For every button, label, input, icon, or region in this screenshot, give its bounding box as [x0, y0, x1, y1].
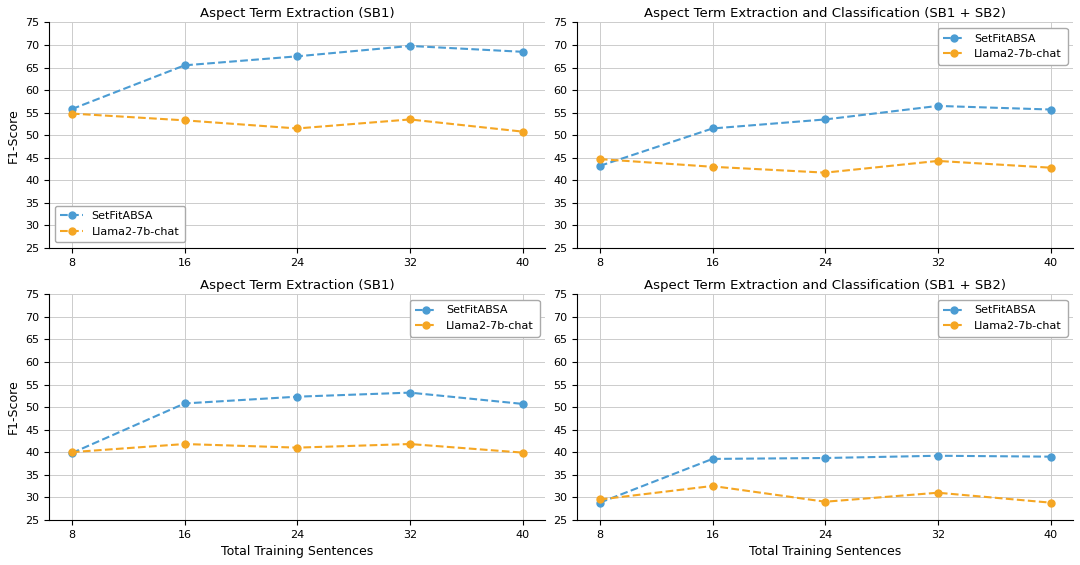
Llama2-7b-chat	[516, 128, 529, 135]
SetFitABSA	[178, 62, 191, 69]
Title: Aspect Term Extraction (SB1): Aspect Term Extraction (SB1)	[200, 7, 394, 20]
Title: Aspect Term Extraction and Classification (SB1 + SB2): Aspect Term Extraction and Classificatio…	[644, 279, 1007, 292]
Llama2-7b-chat	[291, 444, 303, 451]
X-axis label: Total Training Sentences: Total Training Sentences	[221, 545, 374, 558]
Llama2-7b-chat	[593, 156, 606, 163]
SetFitABSA	[819, 116, 832, 123]
Llama2-7b-chat	[931, 489, 944, 496]
Line: Llama2-7b-chat: Llama2-7b-chat	[596, 155, 1054, 176]
Legend: SetFitABSA, Llama2-7b-chat: SetFitABSA, Llama2-7b-chat	[937, 300, 1067, 337]
SetFitABSA	[1044, 453, 1057, 460]
Legend: SetFitABSA, Llama2-7b-chat: SetFitABSA, Llama2-7b-chat	[937, 28, 1067, 65]
Llama2-7b-chat	[1044, 499, 1057, 506]
Llama2-7b-chat	[819, 170, 832, 176]
Llama2-7b-chat	[404, 116, 417, 123]
Y-axis label: F1-Score: F1-Score	[6, 108, 19, 163]
Line: Llama2-7b-chat: Llama2-7b-chat	[68, 441, 526, 456]
Legend: SetFitABSA, Llama2-7b-chat: SetFitABSA, Llama2-7b-chat	[409, 300, 540, 337]
SetFitABSA	[516, 401, 529, 407]
Line: SetFitABSA: SetFitABSA	[596, 452, 1054, 506]
X-axis label: Total Training Sentences: Total Training Sentences	[750, 545, 902, 558]
Llama2-7b-chat	[593, 496, 606, 503]
Y-axis label: F1-Score: F1-Score	[6, 380, 19, 434]
Title: Aspect Term Extraction (SB1): Aspect Term Extraction (SB1)	[200, 279, 394, 292]
SetFitABSA	[706, 455, 719, 462]
SetFitABSA	[593, 163, 606, 170]
Line: Llama2-7b-chat: Llama2-7b-chat	[68, 110, 526, 135]
Llama2-7b-chat	[291, 125, 303, 132]
Legend: SetFitABSA, Llama2-7b-chat: SetFitABSA, Llama2-7b-chat	[55, 206, 185, 242]
Llama2-7b-chat	[706, 163, 719, 170]
SetFitABSA	[291, 393, 303, 400]
SetFitABSA	[593, 499, 606, 506]
Line: Llama2-7b-chat: Llama2-7b-chat	[596, 483, 1054, 506]
SetFitABSA	[516, 49, 529, 55]
SetFitABSA	[178, 400, 191, 407]
SetFitABSA	[819, 455, 832, 462]
Llama2-7b-chat	[404, 441, 417, 447]
SetFitABSA	[706, 125, 719, 132]
Llama2-7b-chat	[1044, 164, 1057, 171]
Llama2-7b-chat	[931, 158, 944, 164]
Llama2-7b-chat	[66, 449, 79, 455]
Llama2-7b-chat	[516, 449, 529, 456]
Line: SetFitABSA: SetFitABSA	[68, 389, 526, 457]
Llama2-7b-chat	[819, 498, 832, 505]
SetFitABSA	[291, 53, 303, 60]
Llama2-7b-chat	[706, 483, 719, 489]
SetFitABSA	[931, 453, 944, 459]
Line: SetFitABSA: SetFitABSA	[596, 102, 1054, 170]
SetFitABSA	[931, 102, 944, 109]
Llama2-7b-chat	[178, 117, 191, 124]
Llama2-7b-chat	[178, 441, 191, 447]
SetFitABSA	[404, 42, 417, 49]
Llama2-7b-chat	[66, 110, 79, 117]
Line: SetFitABSA: SetFitABSA	[68, 42, 526, 112]
SetFitABSA	[404, 389, 417, 396]
SetFitABSA	[66, 106, 79, 112]
SetFitABSA	[1044, 106, 1057, 113]
Title: Aspect Term Extraction and Classification (SB1 + SB2): Aspect Term Extraction and Classificatio…	[644, 7, 1007, 20]
SetFitABSA	[66, 450, 79, 457]
